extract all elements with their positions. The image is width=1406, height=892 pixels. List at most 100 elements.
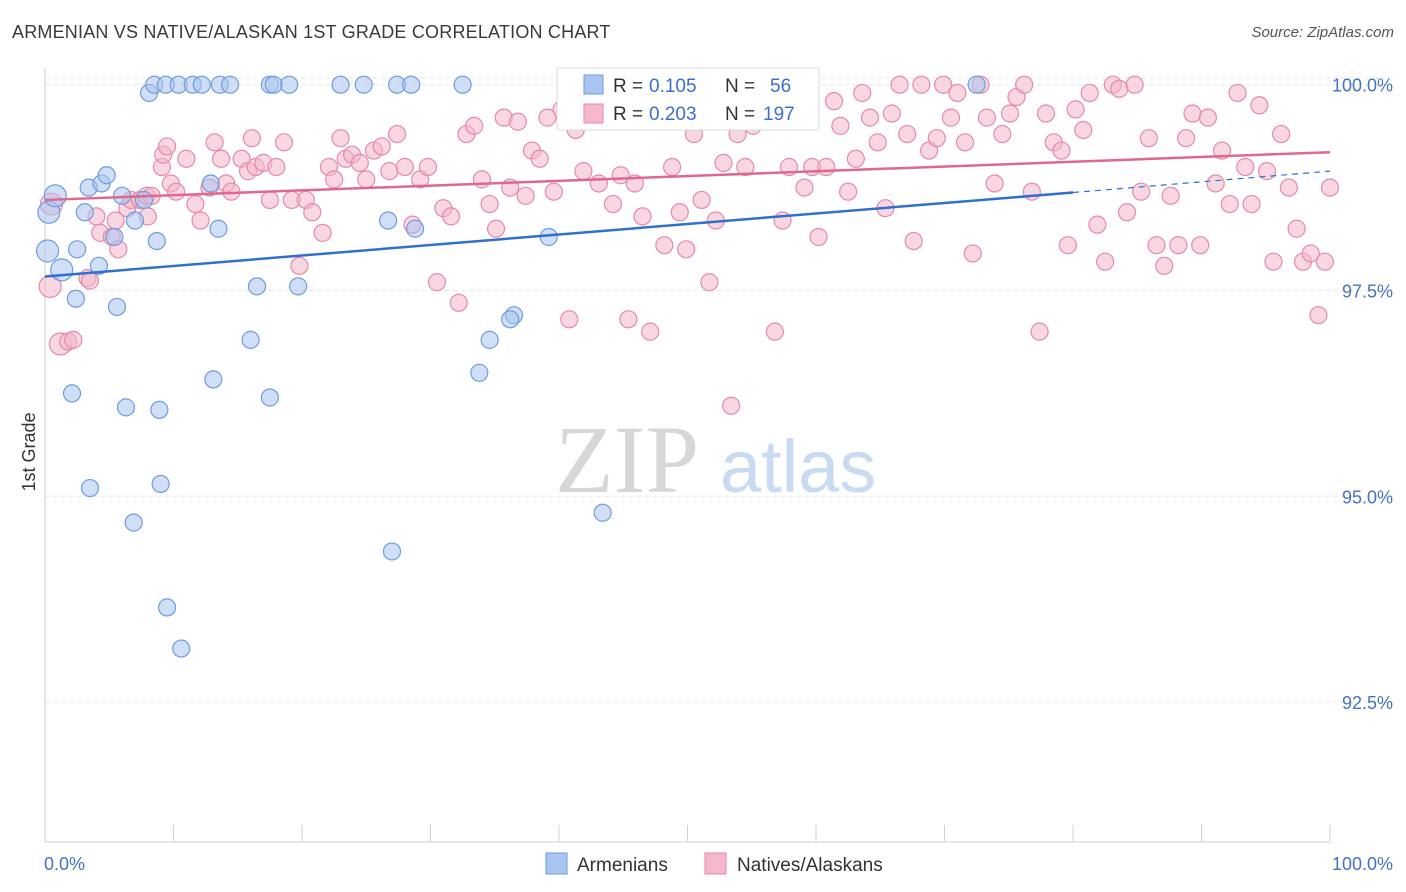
- natives-point: [1287, 219, 1306, 238]
- natives-point: [641, 322, 660, 341]
- natives-point: [817, 157, 836, 177]
- natives-point: [846, 149, 865, 168]
- armenians-point: [331, 75, 350, 94]
- natives-point: [1080, 83, 1099, 103]
- natives-point: [538, 108, 557, 127]
- natives-point: [530, 149, 549, 168]
- natives-point: [670, 203, 689, 222]
- natives-point: [700, 273, 719, 292]
- natives-point: [166, 182, 186, 201]
- stats-legend: R = 0.105 N = 56 R = 0.203 N = 197: [556, 67, 820, 131]
- armenians-point: [50, 258, 74, 282]
- natives-point: [1309, 306, 1328, 325]
- natives-point: [831, 116, 850, 135]
- natives-point: [544, 182, 563, 201]
- trend-line-natives: [44, 150, 1331, 202]
- trend-line-armenians: [44, 191, 1074, 278]
- natives-point: [692, 190, 711, 210]
- natives-point: [64, 330, 83, 349]
- natives-point: [1117, 203, 1137, 222]
- natives-point: [809, 227, 828, 247]
- armenians-point: [125, 211, 145, 230]
- natives-point: [1052, 141, 1071, 160]
- natives-point: [449, 293, 468, 312]
- natives-point: [824, 92, 844, 111]
- natives-point: [1096, 252, 1115, 271]
- natives-point: [372, 137, 391, 156]
- natives-point: [290, 256, 309, 275]
- y-tick-label: 92.5%: [1342, 693, 1393, 713]
- legend-n-label-1: N =: [725, 76, 755, 97]
- armenians-point: [68, 240, 87, 259]
- natives-point: [1176, 129, 1196, 148]
- natives-point: [948, 83, 967, 103]
- bottom-legend-natives: Natives/Alaskans: [737, 855, 883, 876]
- armenians-point: [201, 174, 220, 193]
- natives-point: [205, 133, 224, 152]
- natives-point: [955, 133, 975, 152]
- natives-point: [387, 124, 407, 144]
- natives-point: [736, 157, 755, 177]
- armenians-point: [172, 639, 191, 658]
- armenians-point: [35, 239, 60, 263]
- natives-point: [1132, 182, 1151, 201]
- natives-point: [357, 170, 376, 189]
- natives-point: [1000, 104, 1020, 123]
- trend-lines: [44, 150, 1331, 278]
- armenians-point: [209, 219, 228, 238]
- armenians-point: [97, 166, 116, 185]
- legend-n-value-1: 56: [770, 76, 791, 97]
- natives-point: [1264, 252, 1283, 271]
- natives-point: [1088, 215, 1107, 234]
- natives-point: [677, 240, 696, 259]
- natives-point: [1320, 178, 1340, 197]
- natives-point: [350, 153, 369, 172]
- natives-point: [1257, 162, 1277, 181]
- armenians-point: [105, 227, 124, 247]
- y-tick-labels: 92.5% 95.0% 97.5% 100.0%: [1332, 76, 1393, 713]
- natives-point: [1272, 124, 1291, 144]
- armenians-point: [147, 231, 166, 251]
- legend-r-value-2: 0.203: [649, 104, 697, 125]
- natives-point: [1139, 129, 1158, 148]
- natives-point: [765, 322, 784, 341]
- natives-point: [486, 219, 506, 238]
- armenians-point: [967, 75, 986, 94]
- natives-point: [267, 157, 286, 177]
- natives-point: [1147, 236, 1166, 255]
- armenians-point: [260, 388, 279, 407]
- series-legend: Armenians Natives/Alaskans: [545, 852, 883, 876]
- watermark-zip: ZIP: [555, 406, 699, 513]
- natives-point: [1058, 236, 1077, 255]
- natives-point: [313, 223, 332, 242]
- armenians-point: [80, 478, 100, 498]
- natives-point: [177, 149, 196, 168]
- natives-point: [1228, 83, 1247, 103]
- natives-point: [1036, 104, 1056, 123]
- armenians-point: [402, 75, 421, 94]
- natives-point: [934, 75, 953, 94]
- natives-point: [1066, 100, 1085, 119]
- armenians-point: [220, 75, 240, 94]
- y-tick-label: 95.0%: [1342, 487, 1393, 507]
- legend-r-value-1: 0.105: [649, 76, 697, 97]
- natives-point: [655, 236, 674, 255]
- legend-n-label-2: N =: [725, 104, 755, 125]
- natives-point: [186, 194, 205, 214]
- natives-point: [853, 83, 872, 103]
- natives-point: [260, 190, 279, 210]
- legend-r-label-1: R =: [613, 76, 643, 97]
- y-tick-label: 100.0%: [1332, 76, 1393, 96]
- armenians-point: [134, 190, 154, 210]
- natives-point: [427, 273, 447, 292]
- natives-point: [1125, 75, 1144, 94]
- armenians-point: [382, 542, 402, 561]
- natives-point: [1169, 236, 1188, 255]
- natives-point: [795, 178, 814, 197]
- natives-point: [1250, 96, 1269, 115]
- natives-point: [1155, 256, 1174, 275]
- armenians-point: [241, 330, 260, 349]
- x-tick-label: 0.0%: [44, 854, 85, 874]
- natives-point: [331, 129, 350, 148]
